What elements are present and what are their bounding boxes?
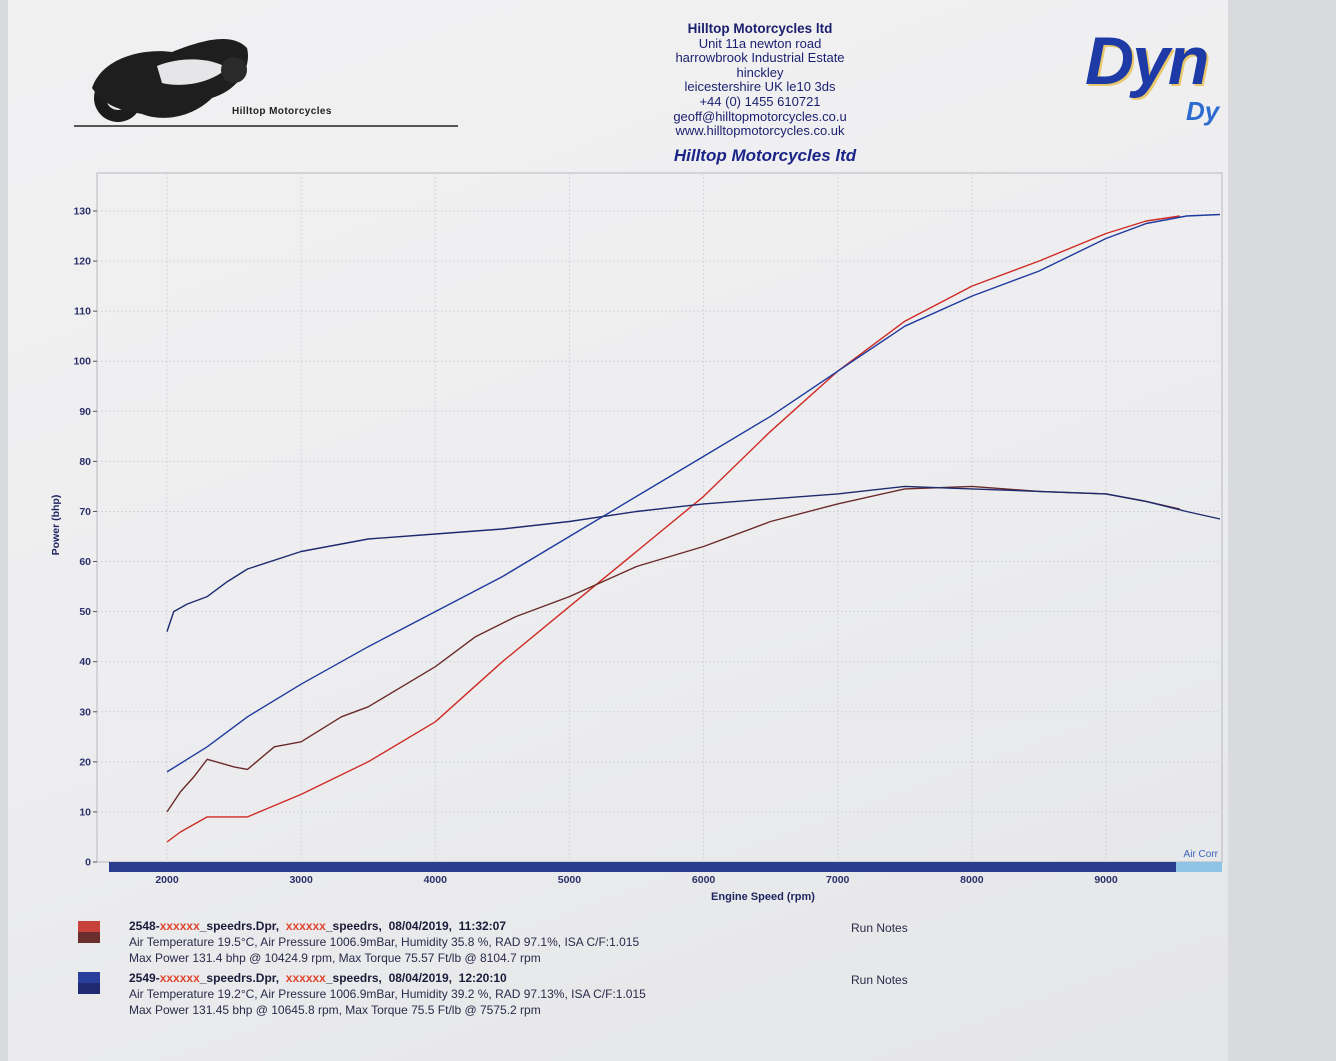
run-2548-max: Max Power 131.4 bhp @ 10424.9 rpm, Max T… [129,951,541,965]
run-time: 12:20:10 [458,971,507,985]
run-time: 11:32:07 [458,919,507,933]
x-tick-label: 2000 [155,874,179,886]
air-corr-band [1176,862,1222,872]
run-file-suffix: _speedrs.Dpr, [199,971,280,985]
report-title: Hilltop Motorcycles ltd [673,146,857,165]
y-tick-label: 100 [73,356,91,368]
air-corr-label: Air Corr [1184,849,1219,860]
redacted-text: xxxxxx [159,971,200,985]
x-tick-label: 8000 [960,874,984,886]
run-2548-conditions: Air Temperature 19.5°C, Air Pressure 100… [129,935,640,949]
x-tick-label: 6000 [692,874,716,886]
y-tick-label: 60 [79,556,91,568]
run-2549-conditions: Air Temperature 19.2°C, Air Pressure 100… [129,987,646,1001]
run-2549-max: Max Power 131.45 bhp @ 10645.8 rpm, Max … [129,1003,541,1017]
run-2549-power-line [166,213,1221,773]
y-tick-label: 10 [79,806,91,818]
run-date: 08/04/2019, [388,919,452,933]
run-name-suffix: _speedrs, [325,919,382,933]
axes: 0 10 20 30 40 50 60 70 80 90 100 110 120 130 2000 3000 4… [50,206,1222,903]
y-tick-label: 130 [73,206,91,218]
company-name: Hilltop Motorcycles ltd [687,21,833,36]
photo-edge [1228,0,1336,1061]
address-line: hinckley [736,64,784,80]
x-tick-label: 3000 [289,874,313,886]
brand-logo-sub: Dy [1186,96,1220,126]
address-line: Unit 11a newton road [698,35,822,51]
logo-caption: Hilltop Motorcycles [232,106,332,117]
run-2549-notes: Run Notes [851,973,908,987]
run-2549-header: 2549-xxxxxx_speedrs.Dpr, xxxxxx_speedrs,… [129,971,507,985]
x-tick-label: 7000 [826,874,850,886]
series-lines [166,213,1221,843]
redacted-text: xxxxxx [285,971,326,985]
y-tick-label: 20 [79,756,91,768]
y-tick-label: 40 [79,656,91,668]
run-file-suffix: _speedrs.Dpr, [199,919,280,933]
y-tick-label: 50 [79,606,91,618]
run-2548-notes: Run Notes [851,921,908,935]
run-2549-swatch [78,972,100,994]
run-file-prefix: 2549- [129,971,160,985]
run-file-prefix: 2548- [129,919,160,933]
x-axis-title: Engine Speed (rpm) [711,891,815,903]
y-tick-label: 110 [74,306,91,318]
run-2548-torque-line [166,485,1180,813]
website-line: www.hilltopmotorcycles.co.uk [675,123,845,139]
y-tick-label: 120 [73,256,91,268]
y-tick-label: 0 [85,857,91,869]
address-line: harrowbrook Industrial Estate [675,50,845,66]
run-2548-power-line [166,215,1180,843]
run-date: 08/04/2019, [388,971,452,985]
motorcycle-logo-icon [74,39,458,127]
run-2548-header: 2548-xxxxxx_speedrs.Dpr, xxxxxx_speedrs,… [129,919,506,933]
redacted-text: xxxxxx [285,919,326,933]
dyno-sheet [8,0,1308,1061]
email-line: geoff@hilltopmotorcycles.co.u [673,108,847,124]
y-tick-label: 30 [79,706,91,718]
phone-line: +44 (0) 1455 610721 [699,93,821,109]
y-tick-label: 90 [79,406,91,418]
rpm-axis-band [109,862,1176,872]
x-tick-label: 4000 [424,874,448,886]
run-name-suffix: _speedrs, [325,971,382,985]
redacted-text: xxxxxx [159,919,200,933]
company-address: Hilltop Motorcycles ltd Unit 11a newton … [600,21,920,139]
brand-logo: Dyn [1085,23,1209,99]
y-tick-label: 70 [79,506,91,518]
y-axis-title: Power (bhp) [50,495,62,556]
run-2548-swatch [78,921,100,943]
address-line: leicestershire UK le10 3ds [684,79,836,95]
x-tick-label: 5000 [558,874,582,886]
y-tick-label: 80 [79,456,91,468]
run-2549-torque-line [166,485,1221,632]
x-tick-label: 9000 [1094,874,1118,886]
